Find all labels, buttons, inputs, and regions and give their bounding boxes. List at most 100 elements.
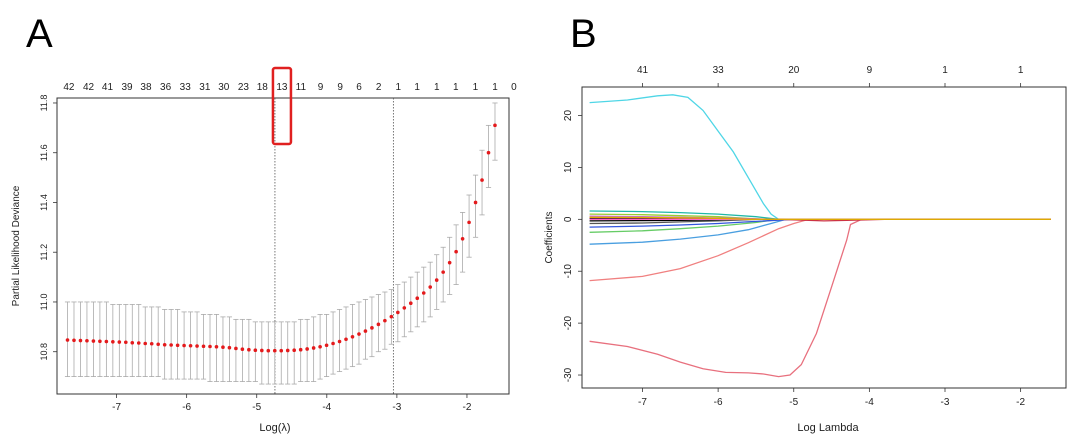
data-point bbox=[65, 338, 70, 342]
data-point bbox=[324, 343, 329, 348]
error-bar bbox=[97, 301, 103, 377]
data-point bbox=[221, 345, 225, 350]
x-tick-label: -4 bbox=[865, 397, 874, 408]
top-axis-label: 31 bbox=[199, 82, 211, 93]
data-point bbox=[473, 200, 478, 205]
x-tick-label: -6 bbox=[714, 397, 723, 408]
panel-a-x-label: Log(λ) bbox=[259, 422, 290, 434]
data-point bbox=[130, 340, 135, 345]
y-tick-label: -30 bbox=[563, 367, 574, 382]
error-bar bbox=[155, 306, 161, 377]
data-point bbox=[78, 338, 83, 343]
error-bar bbox=[472, 174, 479, 238]
data-point bbox=[292, 348, 297, 353]
data-point bbox=[227, 345, 232, 350]
coefficient-path bbox=[589, 216, 1051, 220]
top-axis-label: 1 bbox=[414, 82, 420, 93]
x-tick-label: -3 bbox=[392, 402, 401, 413]
error-bar bbox=[233, 318, 239, 382]
top-axis-label: 1 bbox=[473, 82, 479, 93]
data-point bbox=[260, 348, 264, 353]
error-bar bbox=[453, 224, 459, 285]
data-point bbox=[240, 347, 245, 352]
highlight-box bbox=[271, 66, 293, 146]
x-tick-label: -3 bbox=[941, 397, 950, 408]
data-point bbox=[214, 344, 219, 349]
y-tick-label: 11.0 bbox=[39, 294, 49, 311]
x-tick-label: -7 bbox=[638, 397, 647, 408]
panel-b-y-label: Coefficients bbox=[544, 211, 555, 263]
panel-a-y-axis: 10.8 11.0 11.2 11.4 11.6 11.8 bbox=[39, 95, 57, 361]
y-tick-label: 10.8 bbox=[39, 343, 49, 361]
data-point bbox=[396, 310, 400, 315]
top-axis-label: 11 bbox=[296, 82, 307, 93]
top-axis-label: 33 bbox=[180, 82, 192, 93]
top-axis-label: 1 bbox=[942, 65, 948, 76]
top-axis-label: 1 bbox=[453, 82, 459, 93]
top-axis-label: 20 bbox=[788, 65, 800, 76]
top-axis-label: 1 bbox=[434, 82, 440, 93]
data-point bbox=[169, 343, 173, 347]
data-point bbox=[266, 348, 271, 353]
data-point bbox=[111, 339, 115, 344]
top-axis-label: 36 bbox=[160, 82, 172, 93]
error-bar bbox=[492, 102, 498, 161]
y-tick-label: -10 bbox=[563, 264, 574, 279]
data-point bbox=[421, 291, 426, 295]
data-point bbox=[182, 343, 186, 348]
top-axis-label: 30 bbox=[218, 82, 230, 93]
top-axis-label: 42 bbox=[83, 82, 95, 93]
data-point bbox=[480, 178, 484, 182]
top-axis-label: 42 bbox=[63, 82, 75, 93]
top-axis-label: 33 bbox=[713, 65, 725, 76]
data-point bbox=[493, 123, 497, 128]
x-tick-label: -2 bbox=[1016, 397, 1025, 408]
top-axis-label: 18 bbox=[257, 82, 269, 93]
data-point bbox=[91, 339, 96, 343]
data-point bbox=[337, 339, 342, 344]
panel-b-label: B bbox=[570, 12, 597, 56]
panel-a-frame bbox=[56, 97, 510, 395]
data-point bbox=[175, 343, 180, 348]
data-point bbox=[208, 344, 212, 349]
data-point bbox=[117, 340, 122, 344]
error-bar bbox=[278, 321, 284, 385]
data-point bbox=[253, 348, 258, 353]
error-bar bbox=[460, 212, 466, 273]
data-point bbox=[447, 260, 452, 265]
data-point bbox=[370, 326, 374, 330]
y-tick-label: -20 bbox=[563, 315, 574, 330]
error-bar bbox=[485, 124, 492, 188]
error-bar bbox=[265, 321, 271, 385]
data-point bbox=[389, 314, 394, 319]
panel-b-coefficient-paths bbox=[589, 94, 1051, 378]
panel-b-y-axis: -30 -20 -10 0 10 20 bbox=[563, 110, 582, 382]
error-bar bbox=[291, 321, 297, 385]
error-bar bbox=[466, 194, 472, 258]
coefficient-path bbox=[589, 218, 1051, 282]
error-bar bbox=[103, 301, 109, 377]
data-point bbox=[441, 270, 445, 274]
top-axis-label: 0 bbox=[511, 82, 517, 93]
data-point bbox=[467, 220, 471, 225]
panel-a-label: A bbox=[26, 12, 53, 56]
data-point bbox=[408, 301, 413, 306]
top-axis-label: 9 bbox=[337, 82, 343, 93]
data-point bbox=[149, 341, 154, 346]
data-point bbox=[331, 341, 335, 346]
top-axis-label: 9 bbox=[867, 65, 873, 76]
data-point bbox=[350, 334, 355, 339]
data-point bbox=[344, 337, 348, 342]
x-tick-label: -7 bbox=[112, 402, 121, 413]
data-point bbox=[285, 348, 290, 353]
top-axis-label: 38 bbox=[140, 82, 152, 93]
top-axis-label: 2 bbox=[376, 82, 382, 93]
data-point bbox=[402, 306, 407, 310]
y-tick-label: 11.4 bbox=[39, 194, 49, 211]
top-axis-label: 41 bbox=[102, 82, 114, 93]
data-point bbox=[318, 344, 322, 349]
top-axis-label: 6 bbox=[356, 82, 362, 93]
data-point bbox=[357, 332, 361, 336]
x-tick-label: -2 bbox=[463, 402, 472, 413]
